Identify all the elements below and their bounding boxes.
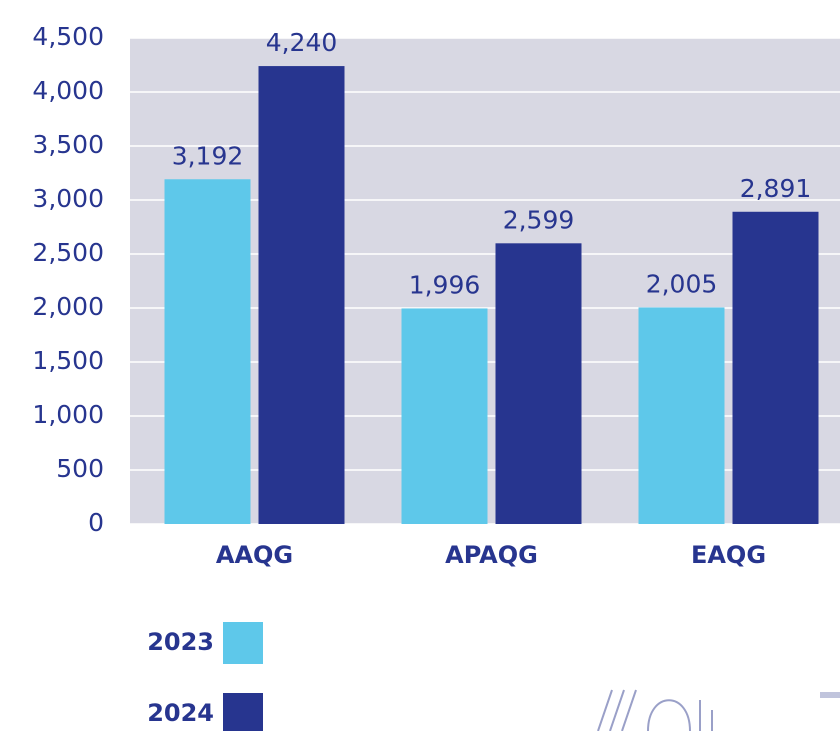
- y-tick-label: 2,000: [32, 292, 104, 321]
- bar: [165, 179, 251, 524]
- x-tick-label: APAQG: [445, 541, 538, 569]
- decoration-lines: [700, 700, 712, 731]
- legend-label: 2023: [147, 628, 214, 656]
- y-tick-label: 2,500: [32, 238, 104, 267]
- bar: [259, 66, 345, 524]
- legend-swatch: [223, 622, 263, 664]
- bar: [733, 212, 819, 524]
- y-tick-label: 500: [56, 454, 104, 483]
- value-label: 1,996: [409, 270, 481, 299]
- legend-label: 2024: [147, 699, 214, 727]
- value-label: 2,599: [503, 205, 575, 234]
- bar: [402, 308, 488, 524]
- chart: 0 500 1,000 1,500 2,000 2,500 3,000 3,500 4,000 4…: [0, 0, 840, 731]
- y-tick-label: 4,000: [32, 76, 104, 105]
- value-label: 2,005: [646, 269, 718, 298]
- y-tick-label: 3,500: [32, 130, 104, 159]
- bar: [639, 307, 725, 524]
- x-tick-label: AAQG: [216, 541, 293, 569]
- value-label: 4,240: [266, 28, 338, 57]
- value-label: 3,192: [172, 141, 244, 170]
- legend-swatch: [223, 693, 263, 731]
- y-tick-label: 3,000: [32, 184, 104, 213]
- bar: [496, 243, 582, 524]
- y-tick-label: 0: [88, 508, 104, 537]
- y-tick-label: 4,500: [32, 22, 104, 51]
- x-tick-label: EAQG: [691, 541, 766, 569]
- value-label: 2,891: [740, 174, 812, 203]
- y-tick-label: 1,500: [32, 346, 104, 375]
- decoration-lines: [598, 690, 690, 731]
- decoration: [598, 690, 840, 731]
- y-tick-label: 1,000: [32, 400, 104, 429]
